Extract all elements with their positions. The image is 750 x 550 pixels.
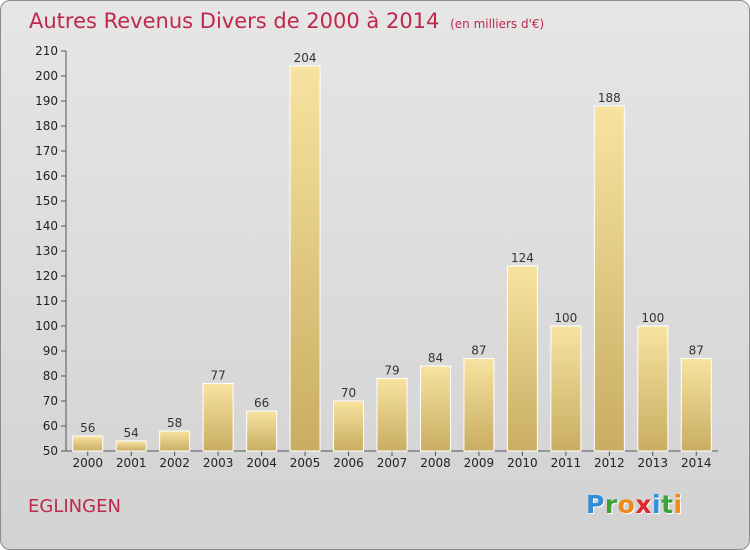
bar — [333, 400, 365, 452]
x-tick-label: 2007 — [377, 456, 408, 470]
x-tick-label: 2014 — [681, 456, 712, 470]
y-tick-label: 100 — [35, 319, 58, 333]
data-label: 100 — [554, 311, 577, 325]
y-tick-label: 50 — [43, 444, 58, 458]
data-label: 188 — [598, 91, 621, 105]
x-tick-label: 2001 — [116, 456, 147, 470]
bar — [115, 440, 147, 452]
chart-title-text: Autres Revenus Divers de 2000 à 2014 — [29, 9, 440, 33]
bar — [72, 435, 104, 452]
proxiti-logo: Proxiti — [586, 490, 683, 519]
x-tick-label: 2000 — [72, 456, 103, 470]
chart-title: Autres Revenus Divers de 2000 à 2014 (en… — [29, 9, 544, 33]
bar — [550, 325, 582, 452]
y-tick-label: 60 — [43, 419, 58, 433]
x-tick-label: 2005 — [290, 456, 321, 470]
data-label: 56 — [80, 421, 95, 435]
data-label: 54 — [124, 426, 139, 440]
x-tick-label: 2002 — [159, 456, 190, 470]
x-tick-label: 2006 — [333, 456, 364, 470]
x-tick-label: 2010 — [507, 456, 538, 470]
x-tick-label: 2012 — [594, 456, 625, 470]
y-tick-label: 110 — [35, 294, 58, 308]
data-label: 100 — [641, 311, 664, 325]
y-tick-label: 180 — [35, 119, 58, 133]
bar — [202, 383, 234, 452]
data-label: 124 — [511, 251, 534, 265]
y-tick-label: 150 — [35, 194, 58, 208]
data-label: 79 — [384, 364, 399, 378]
x-tick-label: 2011 — [551, 456, 582, 470]
data-label: 77 — [210, 369, 225, 383]
data-label: 204 — [294, 51, 317, 65]
bar — [637, 325, 669, 452]
bar — [246, 410, 278, 452]
logo-letter: t — [661, 490, 674, 519]
x-tick-label: 2003 — [203, 456, 234, 470]
y-tick-label: 140 — [35, 219, 58, 233]
data-label: 87 — [689, 344, 704, 358]
logo-letter: i — [673, 490, 683, 519]
data-label: 58 — [167, 416, 182, 430]
y-tick-label: 90 — [43, 344, 58, 358]
data-label: 84 — [428, 351, 443, 365]
y-tick-label: 190 — [35, 94, 58, 108]
bar — [463, 358, 495, 452]
y-tick-label: 210 — [35, 44, 58, 58]
bar — [159, 430, 191, 452]
data-label: 70 — [341, 386, 356, 400]
bar — [289, 65, 321, 452]
y-tick-label: 130 — [35, 244, 58, 258]
y-tick-label: 70 — [43, 394, 58, 408]
logo-letter: P — [586, 490, 605, 519]
bar — [506, 265, 538, 452]
x-tick-label: 2004 — [246, 456, 277, 470]
x-tick-label: 2008 — [420, 456, 451, 470]
logo-letter: r — [604, 490, 618, 519]
x-tick-label: 2013 — [638, 456, 669, 470]
bar — [419, 365, 451, 452]
data-label: 87 — [471, 344, 486, 358]
y-tick-label: 80 — [43, 369, 58, 383]
x-tick-label: 2009 — [464, 456, 495, 470]
y-tick-label: 120 — [35, 269, 58, 283]
logo-letter: x — [635, 490, 652, 519]
y-tick-label: 200 — [35, 69, 58, 83]
chart-unit: (en milliers d'€) — [450, 17, 545, 31]
bar — [593, 105, 625, 452]
y-tick-label: 160 — [35, 169, 58, 183]
y-tick-label: 170 — [35, 144, 58, 158]
logo-letter: o — [617, 490, 636, 519]
bar — [376, 378, 408, 452]
logo-letter: i — [652, 490, 662, 519]
commune-name: EGLINGEN — [28, 496, 121, 517]
data-label: 66 — [254, 396, 269, 410]
bar — [680, 358, 712, 452]
